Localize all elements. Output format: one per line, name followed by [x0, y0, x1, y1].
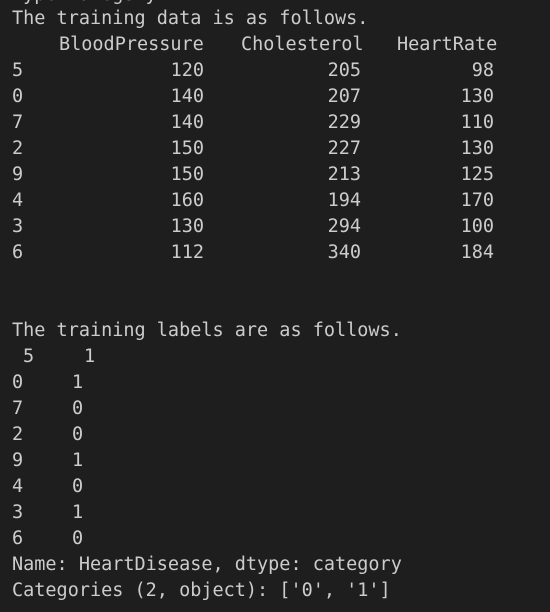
table-cell: 207	[327, 86, 361, 107]
label-index: 0	[12, 372, 24, 393]
table-cell: 98	[471, 60, 494, 81]
row-index: 3	[12, 216, 24, 237]
row-index: 7	[12, 112, 24, 133]
table-cell: 213	[327, 164, 361, 185]
label-index: 6	[12, 528, 24, 549]
table-cell: 130	[460, 86, 494, 107]
label-value: 1	[84, 346, 96, 367]
label-index: 9	[12, 450, 24, 471]
table-cell: 140	[170, 112, 204, 133]
data-table-row: 9 150 213 125	[12, 162, 532, 188]
label-value: 0	[72, 528, 84, 549]
label-index: 5	[23, 346, 35, 367]
label-index: 2	[12, 424, 24, 445]
table-cell: 160	[170, 190, 204, 211]
table-cell: 120	[170, 60, 204, 81]
table-cell: 140	[170, 86, 204, 107]
label-value: 0	[72, 424, 84, 445]
data-table-row: 3 130 294 100	[12, 214, 532, 240]
label-index: 3	[12, 502, 24, 523]
table-cell: 184	[460, 242, 494, 263]
data-table-header: BloodPressure Cholesterol HeartRate	[12, 32, 532, 58]
data-table-row: 6 112 340 184	[12, 240, 532, 266]
categories-line: Categories (2, object): ['0', '1']	[12, 580, 391, 601]
table-cell: 205	[327, 60, 361, 81]
row-index: 9	[12, 164, 24, 185]
table-cell: 150	[170, 164, 204, 185]
labels-heading: The training labels are as follows.	[12, 320, 402, 341]
label-value: 1	[72, 372, 84, 393]
table-cell: 229	[327, 112, 361, 133]
data-table-row: 4 160 194 170	[12, 188, 532, 214]
row-index: 0	[12, 86, 24, 107]
data-heading: The training data is as follows.	[12, 8, 369, 29]
label-value: 0	[72, 476, 84, 497]
data-table-row: 7 140 229 110	[12, 110, 532, 136]
column-header-cholesterol: Cholesterol	[241, 34, 364, 55]
label-index: 7	[12, 398, 24, 419]
row-index: 6	[12, 242, 24, 263]
table-cell: 340	[327, 242, 361, 263]
table-cell: 130	[170, 216, 204, 237]
table-cell: 112	[170, 242, 204, 263]
table-cell: 170	[460, 190, 494, 211]
label-value: 1	[72, 502, 84, 523]
label-value: 1	[72, 450, 84, 471]
label-index: 4	[12, 476, 24, 497]
table-cell: 125	[460, 164, 494, 185]
table-cell: 110	[460, 112, 494, 133]
row-index: 5	[12, 60, 24, 81]
column-header-heartrate: HeartRate	[397, 34, 498, 55]
table-cell: 194	[327, 190, 361, 211]
partial-output-line: Type: ategory	[12, 0, 157, 8]
series-name-line: Name: HeartDisease, dtype: category	[12, 554, 402, 575]
table-cell: 227	[327, 138, 361, 159]
data-table-row: 2 150 227 130	[12, 136, 532, 162]
row-index: 4	[12, 190, 24, 211]
data-table-row: 0 140 207 130	[12, 84, 532, 110]
table-cell: 130	[460, 138, 494, 159]
table-cell: 100	[460, 216, 494, 237]
data-table-row: 5 120 205 98	[12, 58, 532, 84]
row-index: 2	[12, 138, 24, 159]
table-cell: 150	[170, 138, 204, 159]
label-value: 0	[72, 398, 84, 419]
table-cell: 294	[327, 216, 361, 237]
column-header-bloodpressure: BloodPressure	[59, 34, 204, 55]
